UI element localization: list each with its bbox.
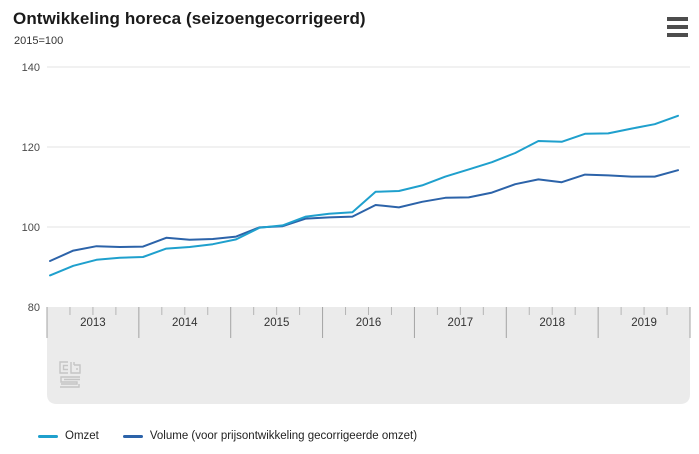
series-line-omzet <box>49 114 679 277</box>
axis-band <box>47 307 690 404</box>
legend-label: Omzet <box>65 430 99 442</box>
hamburger-bar <box>667 17 688 21</box>
hamburger-icon[interactable] <box>667 17 688 37</box>
gridlines <box>47 66 690 228</box>
x-axis-ticks <box>46 307 691 338</box>
year-label: 2017 <box>448 317 474 329</box>
year-label: 2013 <box>80 317 106 329</box>
line-chart: 140 120 100 80 2013 2014 2015 2016 2017 2018 2019 <box>22 62 691 404</box>
year-label: 2019 <box>631 317 657 329</box>
y-tick-label: 100 <box>22 222 40 234</box>
y-tick-label: 120 <box>22 142 40 154</box>
legend-item-omzet[interactable]: Omzet <box>38 430 99 442</box>
hamburger-bar <box>667 25 688 29</box>
y-tick-label: 80 <box>28 302 40 314</box>
series-line-volume <box>49 169 679 262</box>
chart-legend: Omzet Volume (voor prijsontwikkeling geco… <box>38 430 699 442</box>
year-label: 2016 <box>356 317 382 329</box>
hamburger-bar <box>667 33 688 37</box>
year-label: 2018 <box>539 317 565 329</box>
year-label: 2015 <box>264 317 290 329</box>
y-tick-label: 140 <box>22 62 40 74</box>
chart-header: Ontwikkeling horeca (seizoengecorrigeerd… <box>0 0 699 55</box>
x-axis-year-labels: 2013 2014 2015 2016 2017 2018 2019 <box>80 317 657 329</box>
data-series <box>49 114 679 277</box>
unit-note: 2015=100 <box>14 35 64 47</box>
page-title: Ontwikkeling horeca (seizoengecorrigeerd… <box>13 9 366 28</box>
legend-line-swatch <box>38 434 58 438</box>
y-axis-labels: 140 120 100 80 <box>22 62 40 314</box>
legend-label: Volume (voor prijsontwikkeling gecorrige… <box>149 430 418 442</box>
legend-item-volume[interactable]: Volume (voor prijsontwikkeling gecorrige… <box>122 430 418 442</box>
year-label: 2014 <box>172 317 198 329</box>
cbs-logo-icon <box>59 361 81 388</box>
legend-line-swatch <box>122 434 143 438</box>
